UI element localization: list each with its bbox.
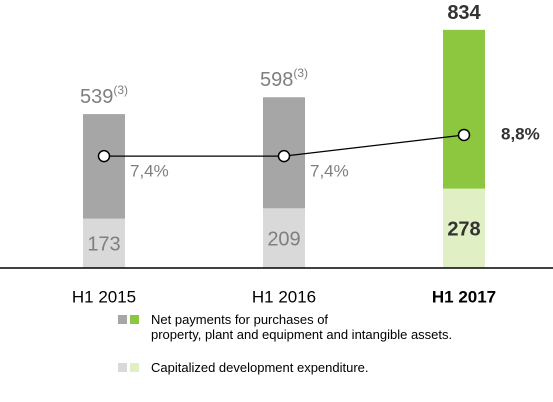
- total-value: 834: [447, 2, 481, 24]
- line-value-label: 8,8%: [501, 124, 540, 143]
- line-point: [457, 128, 471, 142]
- line-point: [277, 149, 291, 163]
- segment-label: 173: [87, 234, 120, 256]
- bar-segment: [443, 29, 485, 189]
- bar-segment: [83, 114, 125, 219]
- line-value-label: 7,4%: [310, 162, 349, 181]
- legend-item: Net payments for purchases of property, …: [118, 312, 452, 342]
- line-value-label: 7,4%: [130, 162, 169, 181]
- total-value: 598: [260, 70, 293, 92]
- total-label: 539(3): [80, 83, 128, 108]
- total-label: 598(3): [260, 66, 308, 91]
- legend-swatch: [130, 363, 139, 372]
- bar-segment: [83, 218, 125, 268]
- segment-label: 278: [447, 219, 480, 241]
- legend-item: Capitalized development expenditure.: [118, 360, 369, 375]
- total-value: 539: [80, 86, 113, 108]
- legend-label: Capitalized development expenditure.: [151, 360, 369, 375]
- bar-segment: [443, 188, 485, 268]
- footnote-marker: (3): [293, 66, 308, 80]
- legend-swatch: [118, 363, 127, 372]
- x-tick-label: H1 2016: [252, 287, 316, 306]
- legend-label: Net payments for purchases of property, …: [151, 312, 453, 342]
- footnote-marker: (3): [113, 83, 128, 97]
- x-tick-label: H1 2017: [432, 287, 496, 306]
- bar-segment: [263, 208, 305, 268]
- x-tick-label: H1 2015: [72, 287, 136, 306]
- legend-swatch: [130, 315, 139, 324]
- total-label: 834: [447, 2, 481, 24]
- legend-swatch: [118, 315, 127, 324]
- segment-label: 209: [267, 228, 300, 250]
- line-point: [97, 149, 111, 163]
